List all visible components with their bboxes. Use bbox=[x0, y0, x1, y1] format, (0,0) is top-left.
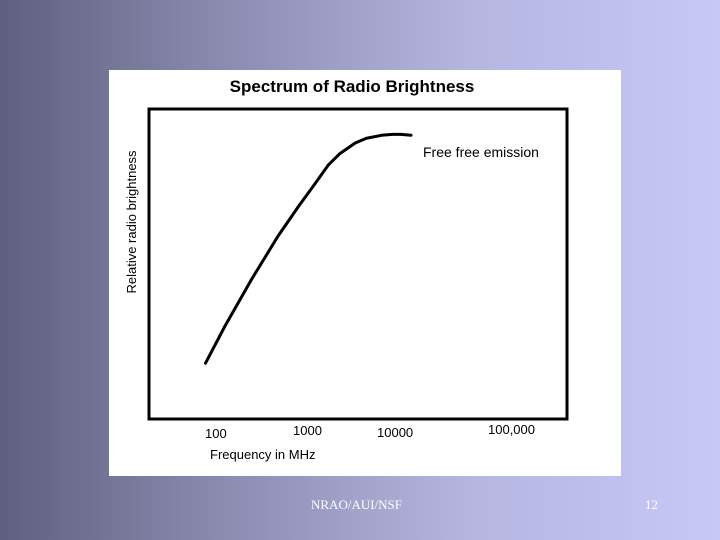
x-tick-label-1000: 1000 bbox=[293, 423, 322, 438]
plot-frame bbox=[147, 107, 569, 421]
x-tick-label-10000: 10000 bbox=[377, 425, 413, 440]
x-tick-label-100000: 100,000 bbox=[488, 422, 535, 437]
chart-panel: Spectrum of Radio Brightness Relative ra… bbox=[109, 70, 621, 476]
x-axis-label: Frequency in MHz bbox=[210, 447, 315, 462]
x-tick-label-100: 100 bbox=[205, 426, 227, 441]
annotation-free-free: Free free emission bbox=[423, 144, 539, 160]
footer-source: NRAO/AUI/NSF bbox=[311, 497, 403, 512]
series-line bbox=[204, 132, 413, 365]
chart-title: Spectrum of Radio Brightness bbox=[230, 77, 475, 96]
page-number: 12 bbox=[645, 497, 658, 512]
y-axis-label: Relative radio brightness bbox=[124, 150, 139, 294]
chart: Spectrum of Radio Brightness Relative ra… bbox=[124, 77, 569, 462]
